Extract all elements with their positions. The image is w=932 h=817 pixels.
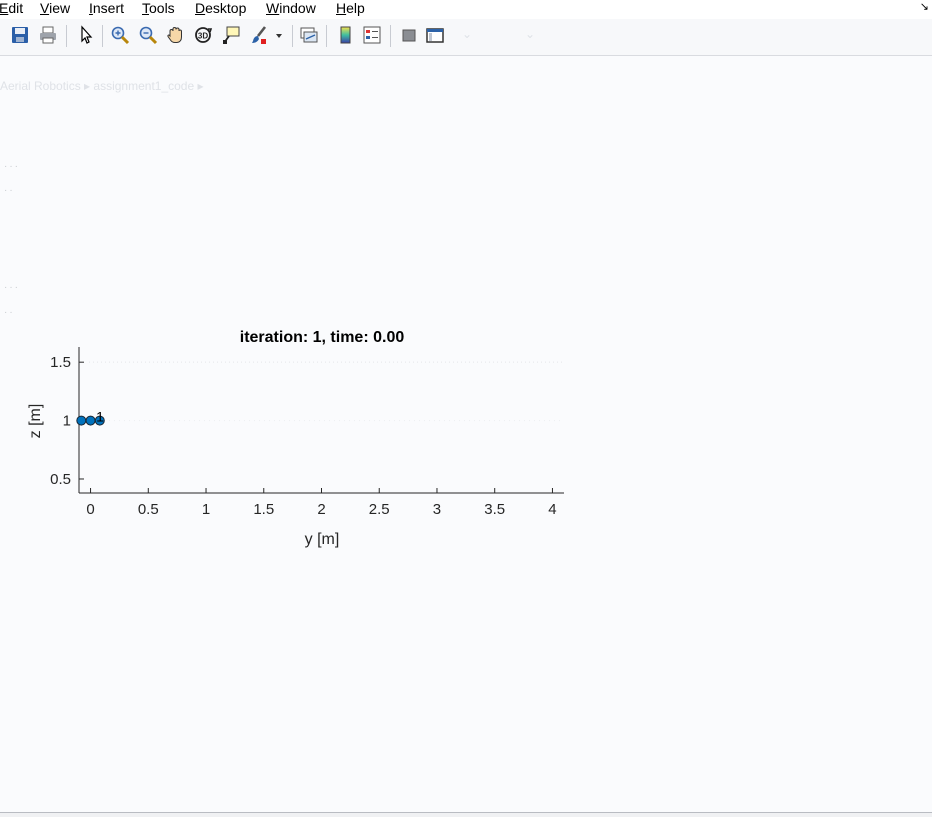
x-tick-label: 1	[202, 501, 210, 518]
x-tick-label: 0	[86, 501, 94, 518]
menu-window[interactable]: Window	[266, 0, 316, 16]
ghost-dots: ··	[4, 307, 15, 318]
x-tick-label: 0.5	[138, 501, 159, 518]
rotate-3d-icon[interactable]: 3D	[193, 25, 213, 45]
x-tick-label: 1.5	[253, 501, 274, 518]
show-plot-tools-icon[interactable]	[425, 25, 445, 45]
dropdown-arrow-icon[interactable]	[273, 25, 285, 45]
data-point	[85, 415, 96, 426]
hide-plot-tools-icon[interactable]	[399, 25, 419, 45]
colorbar-icon[interactable]	[336, 25, 356, 45]
breadcrumb-arrow-icon: ▸	[197, 79, 204, 93]
toolbar-separator	[102, 25, 103, 47]
restore-arrow-icon[interactable]: ↘	[919, 1, 929, 13]
menu-help[interactable]: Help	[336, 0, 365, 16]
breadcrumb-arrow-icon: ▸	[84, 79, 94, 93]
ghost-breadcrumb-item: assignment1_code	[93, 79, 195, 93]
y-tick-label: 1.5	[50, 354, 71, 371]
y-tick-label: 1	[63, 413, 71, 430]
save-icon[interactable]	[10, 25, 30, 45]
pan-icon[interactable]	[165, 25, 185, 45]
x-axis-label: y [m]	[305, 531, 340, 548]
toolbar-separator	[390, 25, 391, 47]
ghost-dots: ··	[4, 185, 15, 196]
menu-edit[interactable]: Edit	[0, 0, 24, 16]
point-annotation: 1	[96, 409, 104, 425]
menu-insert[interactable]: Insert	[89, 0, 125, 16]
x-tick-label: 2	[317, 501, 325, 518]
link-plot-icon[interactable]	[299, 25, 319, 45]
figure-toolbar: 3D ⌄ ⌄	[0, 19, 932, 56]
ghost-breadcrumb: Aerial Robotics ▸ assignment1_code ▸	[0, 79, 204, 93]
brush-icon[interactable]	[249, 25, 269, 45]
faded-chevron-icon: ⌄	[525, 27, 536, 41]
toolbar-separator	[66, 25, 67, 47]
x-tick-label: 3	[433, 501, 441, 518]
faded-chevron-icon: ⌄	[462, 27, 473, 41]
window-bottom-edge	[0, 812, 932, 817]
plot-axes[interactable]: iteration: 1, time: 0.00 y [m] z [m] 0 0.…	[0, 55, 932, 812]
data-point	[76, 415, 87, 426]
pointer-icon[interactable]	[76, 25, 96, 45]
x-tick-label: 3.5	[484, 501, 505, 518]
x-tick-label: 2.5	[369, 501, 390, 518]
menu-bar: Edit View Insert Tools Desktop Window He…	[0, 0, 932, 19]
data-cursor-icon[interactable]	[221, 25, 241, 45]
chart-title: iteration: 1, time: 0.00	[240, 329, 405, 346]
ghost-dots: ···	[4, 282, 20, 293]
menu-desktop[interactable]: Desktop	[195, 0, 247, 16]
y-tick-label: 0.5	[50, 471, 71, 488]
y-axis-label: z [m]	[27, 404, 44, 439]
toolbar-separator	[326, 25, 327, 47]
menu-view[interactable]: View	[40, 0, 71, 16]
ghost-dots: ···	[4, 161, 20, 172]
figure-canvas: Aerial Robotics ▸ assignment1_code ▸ ···…	[0, 55, 932, 812]
data-point	[94, 415, 105, 426]
menu-tools[interactable]: Tools	[142, 0, 175, 16]
x-tick-label: 4	[548, 501, 556, 518]
zoom-in-icon[interactable]	[110, 25, 130, 45]
legend-icon[interactable]	[362, 25, 382, 45]
toolbar-separator	[292, 25, 293, 47]
svg-text:3D: 3D	[198, 32, 208, 41]
ghost-breadcrumb-item: Aerial Robotics	[0, 79, 81, 93]
zoom-out-icon[interactable]	[138, 25, 158, 45]
print-icon[interactable]	[38, 25, 58, 45]
